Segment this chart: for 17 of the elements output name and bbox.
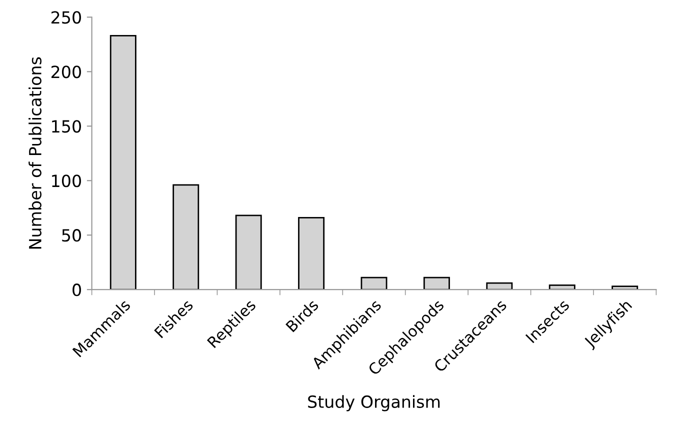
y-tick-label: 100	[52, 174, 81, 188]
y-axis-title: Number of Publications	[28, 57, 42, 249]
y-tick-label: 150	[52, 120, 81, 133]
bar	[548, 284, 576, 290]
bar	[235, 214, 262, 290]
bar	[110, 34, 136, 290]
y-tick-label: 250	[51, 11, 81, 24]
y-tick-label: 200	[51, 66, 81, 78]
bar	[360, 276, 388, 290]
x-axis-title: Study Organism	[308, 395, 440, 412]
bar	[298, 216, 325, 290]
bar	[423, 276, 450, 290]
y-tick-label: 50	[62, 229, 81, 242]
bar	[172, 184, 200, 290]
bar	[612, 286, 638, 290]
bar	[486, 282, 513, 290]
y-tick-label: 0	[72, 284, 81, 296]
